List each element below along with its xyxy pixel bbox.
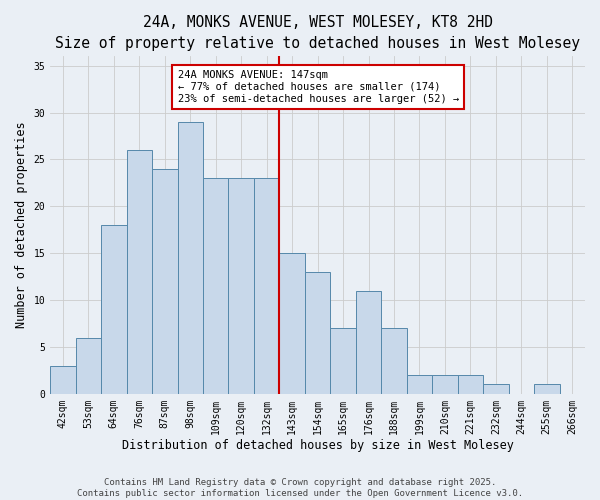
Bar [101,225,127,394]
Bar [458,375,483,394]
Text: Contains HM Land Registry data © Crown copyright and database right 2025.
Contai: Contains HM Land Registry data © Crown c… [77,478,523,498]
Bar [381,328,407,394]
Y-axis label: Number of detached properties: Number of detached properties [15,122,28,328]
Bar [203,178,229,394]
Title: 24A, MONKS AVENUE, WEST MOLESEY, KT8 2HD
Size of property relative to detached h: 24A, MONKS AVENUE, WEST MOLESEY, KT8 2HD… [55,15,580,51]
Bar [50,366,76,394]
Bar [152,169,178,394]
Bar [483,384,509,394]
Bar [331,328,356,394]
Bar [76,338,101,394]
Bar [407,375,432,394]
X-axis label: Distribution of detached houses by size in West Molesey: Distribution of detached houses by size … [122,440,514,452]
Bar [280,253,305,394]
Bar [432,375,458,394]
Bar [127,150,152,394]
Bar [178,122,203,394]
Text: 24A MONKS AVENUE: 147sqm
← 77% of detached houses are smaller (174)
23% of semi-: 24A MONKS AVENUE: 147sqm ← 77% of detach… [178,70,459,104]
Bar [356,290,381,394]
Bar [229,178,254,394]
Bar [534,384,560,394]
Bar [254,178,280,394]
Bar [305,272,331,394]
